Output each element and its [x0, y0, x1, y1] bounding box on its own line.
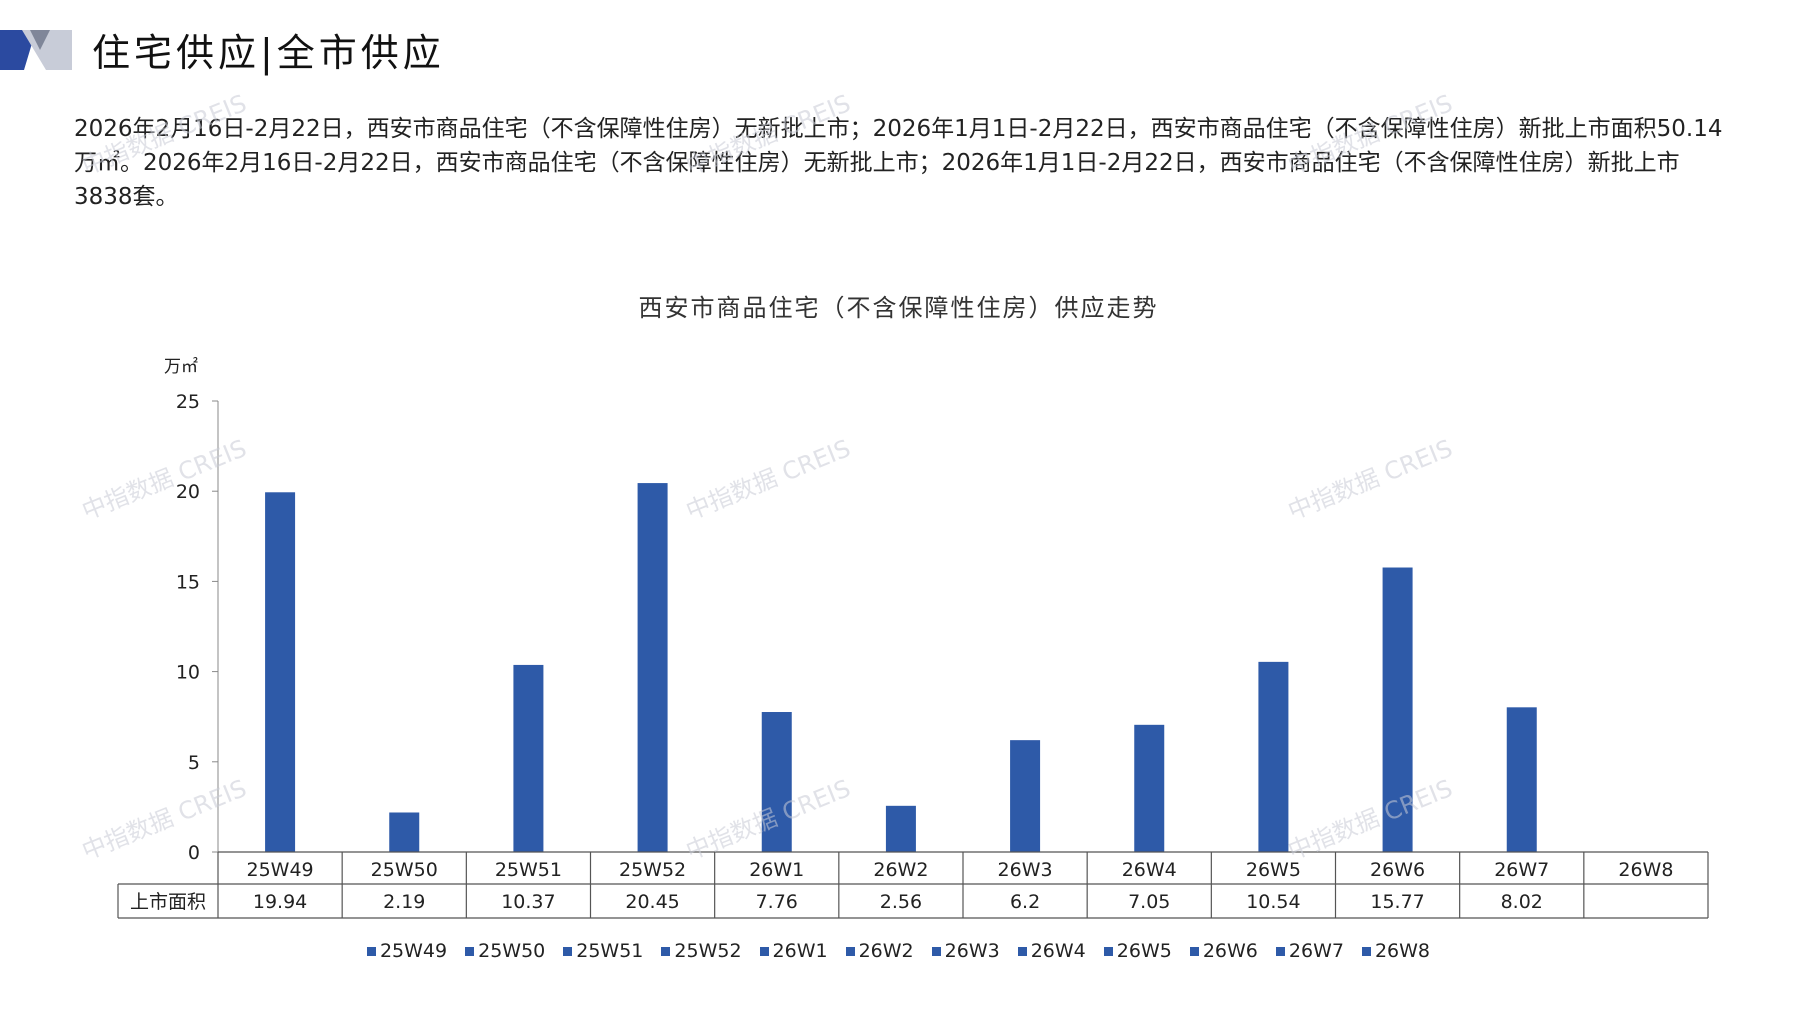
chart-title: 西安市商品住宅（不含保障性住房）供应走势: [638, 294, 1159, 322]
legend-label: 26W1: [772, 940, 828, 962]
legend-swatch: [845, 946, 855, 956]
legend-label: 25W49: [379, 940, 448, 962]
bar-26W1: [761, 712, 792, 852]
legend-swatch: [759, 946, 769, 956]
x-tick-label: 26W2: [873, 859, 928, 881]
legend-item: 26W3: [931, 940, 1000, 962]
bar-26W2: [885, 805, 916, 852]
chart-legend: 25W49 25W50 25W51 25W52 26W1 26W2 26W3 26W4 26W5…: [0, 940, 1797, 962]
legend-label: 26W2: [858, 940, 914, 962]
bar-25W50: [389, 812, 420, 852]
y-axis-unit: 万㎡: [164, 357, 198, 377]
legend-label: 26W3: [944, 940, 1000, 962]
bar-26W7: [1506, 707, 1537, 852]
legend-label: 26W6: [1202, 940, 1258, 962]
y-tick-label: 15: [176, 571, 200, 593]
bar-25W51: [513, 664, 544, 852]
data-label: 2.56: [880, 891, 922, 913]
bar-26W3: [1010, 740, 1041, 852]
legend-swatch: [1275, 946, 1285, 956]
data-label: 10.37: [501, 891, 555, 913]
x-tick-label: 26W4: [1122, 859, 1177, 881]
legend-swatch: [1189, 946, 1199, 956]
legend-label: 26W4: [1030, 940, 1086, 962]
legend-swatch: [1103, 946, 1113, 956]
legend-item: 26W7: [1275, 940, 1344, 962]
data-label: 8.02: [1501, 891, 1543, 913]
bar-25W49: [265, 492, 296, 852]
data-label: 6.2: [1010, 891, 1040, 913]
x-tick-label: 25W49: [247, 859, 314, 881]
data-label: 7.05: [1128, 891, 1170, 913]
bar-26W5: [1258, 661, 1289, 852]
legend-item: 25W50: [465, 940, 545, 962]
x-tick-label: 25W50: [371, 859, 438, 881]
x-tick-label: 25W51: [495, 859, 562, 881]
data-label: 2.19: [383, 891, 425, 913]
data-label: 19.94: [253, 891, 307, 913]
legend-swatch: [661, 946, 671, 956]
legend-item: 25W51: [563, 940, 643, 962]
legend-label: 25W52: [674, 940, 742, 962]
legend-item: 26W8: [1361, 940, 1431, 962]
page-title: 住宅供应|全市供应: [92, 31, 445, 75]
legend-label: 25W51: [576, 940, 644, 962]
x-tick-label: 26W6: [1370, 859, 1425, 881]
legend-item: 26W4: [1017, 940, 1086, 962]
legend-label: 26W7: [1288, 940, 1344, 962]
legend-swatch: [465, 946, 475, 956]
bar-25W52: [637, 483, 668, 852]
bar-26W6: [1382, 567, 1413, 852]
legend-item: 26W6: [1189, 940, 1258, 962]
legend-item: 26W1: [759, 940, 828, 962]
legend-swatch: [1361, 946, 1371, 956]
legend-label: 26W8: [1374, 940, 1431, 962]
header-decoration: [0, 30, 72, 70]
x-tick-label: 26W1: [749, 859, 804, 881]
legend-item: 25W49: [366, 940, 448, 962]
y-tick-label: 0: [188, 842, 200, 864]
data-label: 20.45: [625, 891, 679, 913]
legend-item: 26W2: [845, 940, 914, 962]
legend-swatch: [931, 946, 941, 956]
legend-item: 26W5: [1103, 940, 1172, 962]
x-tick-label: 26W7: [1494, 859, 1549, 881]
bar-26W4: [1134, 724, 1165, 852]
data-label: 15.77: [1370, 891, 1424, 913]
data-label: 10.54: [1246, 891, 1300, 913]
y-tick-label: 10: [176, 662, 200, 684]
data-label: 7.76: [756, 891, 798, 913]
series-name-label: 上市面积: [130, 891, 206, 913]
legend-swatch: [563, 946, 573, 956]
legend-swatch: [366, 946, 376, 956]
x-tick-label: 26W5: [1246, 859, 1301, 881]
y-tick-label: 5: [188, 752, 200, 774]
x-tick-label: 26W3: [998, 859, 1053, 881]
y-tick-label: 20: [176, 481, 200, 503]
y-tick-label: 25: [176, 391, 200, 413]
legend-label: 25W50: [478, 940, 546, 962]
x-tick-label: 26W8: [1618, 859, 1673, 881]
x-tick-label: 25W52: [619, 859, 686, 881]
legend-label: 26W5: [1116, 940, 1172, 962]
legend-item: 25W52: [661, 940, 742, 962]
summary-paragraph: 2026年2月16日-2月22日，西安市商品住宅（不含保障性住房）无新批上市；2…: [74, 116, 1723, 210]
legend-swatch: [1017, 946, 1027, 956]
